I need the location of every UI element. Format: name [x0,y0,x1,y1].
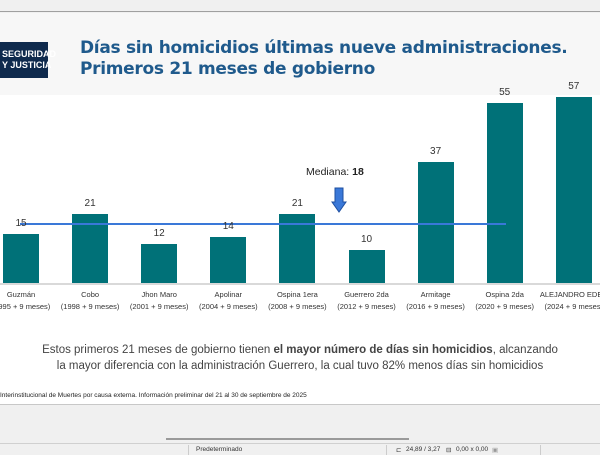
bar-7 [417,162,454,283]
bar-3 [141,243,178,283]
data-label: 37 [430,146,442,157]
category-period: (1998 + 9 meses) [60,302,120,311]
title-line-2: Primeros 21 meses de gobierno [80,59,375,79]
bar-8 [486,103,523,283]
slide-canvas[interactable]: SEGURIDAD Y JUSTICIA Días sin homicidios… [0,13,600,405]
down-arrow-icon [331,187,347,213]
data-label: 55 [499,87,511,99]
category-name: Cobo [81,290,100,299]
slide-header [0,13,600,95]
data-label: 15 [15,217,27,229]
data-label: 10 [360,234,373,246]
summary-text-bold: el mayor número de días sin homicidios [273,344,493,356]
data-label: 14 [222,221,234,233]
category-label: Jhon Maro (2001 + 9 meses) [121,289,197,313]
category-name: Guzmán [6,290,36,299]
size-readout: 0,00 x 0,00 [456,446,489,453]
category-name: Ospina 1era [276,290,318,299]
bar-2 [72,214,109,283]
category-period: (1995 + 9 meses) [0,302,51,311]
logo: SEGURIDAD Y JUSTICIA [0,42,57,78]
horizontal-scrollbar[interactable] [166,438,409,440]
category-period: (2024 + 9 meses) [544,302,600,311]
category-label: Cobo (1998 + 9 meses) [52,289,128,313]
category-label: Apolinar (2004 + 9 meses) [190,289,266,313]
bar-6 [348,250,385,283]
category-period: (2016 + 9 meses) [406,302,465,311]
position-readout: 24,89 / 3,27 [406,446,441,453]
summary-text-part: , alcanzando [492,344,558,356]
category-label: Guzmán (1995 + 9 meses) [0,289,59,313]
summary-text-part: Estos primeros 21 meses de gobierno tien… [42,344,274,356]
source-note: Interinstitucional de Muertes por causa … [0,392,307,399]
summary-text: Estos primeros 21 meses de gobierno tien… [0,342,600,374]
layout-name: Predeterminado [196,446,243,453]
category-period: (2008 + 9 meses) [268,302,327,311]
summary-text-line2: la mayor diferencia con la administració… [56,360,544,372]
category-name: Jhon Maro [141,290,177,299]
data-label: 12 [153,227,165,239]
data-label: 21 [84,198,96,210]
category-name: ALEJANDRO EDER [539,290,600,299]
bar-chart: Mediana: 18 15 Guzmán (1995 + 9 meses) 21 Co… [0,13,600,343]
category-name: Guerrero 2da [344,290,389,299]
logo-line: SEGURIDAD [2,49,57,59]
category-label: Ospina 1era (2008 + 9 meses) [259,289,335,313]
category-name: Ospina 2da [485,290,524,299]
category-label: Guerrero 2da (2012 + 9 meses) [329,289,405,313]
bar-9 [555,96,592,283]
logo-line: Y JUSTICIA [2,60,52,70]
median-value: 18 [352,166,364,178]
category-period: (2001 + 9 meses) [129,302,189,311]
median-line [20,223,506,226]
median-label-text: Mediana: [306,166,353,178]
category-period: (2012 + 9 meses) [337,302,396,311]
category-period: (2004 + 9 meses) [199,302,258,311]
category-label: Armitage (2016 + 9 meses) [398,289,474,313]
divider [540,445,541,455]
data-label: 21 [291,198,303,210]
divider [386,445,387,455]
median-label: Mediana: 18 [306,166,364,178]
data-label: 57 [568,80,580,92]
bar-4 [210,237,247,283]
position-icon: ⊏ [396,447,402,454]
title-line-1: Días sin homicidios últimas nueve admini… [80,38,568,58]
category-label: ALEJANDRO EDER (2024 + 9 meses) [536,289,600,313]
category-period: (2020 + 9 meses) [475,302,534,311]
divider [188,445,189,455]
category-name: Apolinar [214,290,243,299]
x-axis [0,283,600,285]
toolbar [0,0,600,12]
size-icon: ⊟ [446,447,452,454]
workspace-area [0,405,600,443]
category-name: Armitage [420,290,451,299]
bar-1 [3,233,39,283]
bar-5 [279,214,316,283]
slide-title: Días sin homicidios últimas nueve admini… [80,38,568,80]
status-bar: Predeterminado ⊏ 24,89 / 3,27 ⊟ 0,00 x 0… [0,443,600,455]
save-icon[interactable]: ▣ [492,447,499,454]
category-label: Ospina 2da (2020 + 9 meses) [467,289,543,313]
